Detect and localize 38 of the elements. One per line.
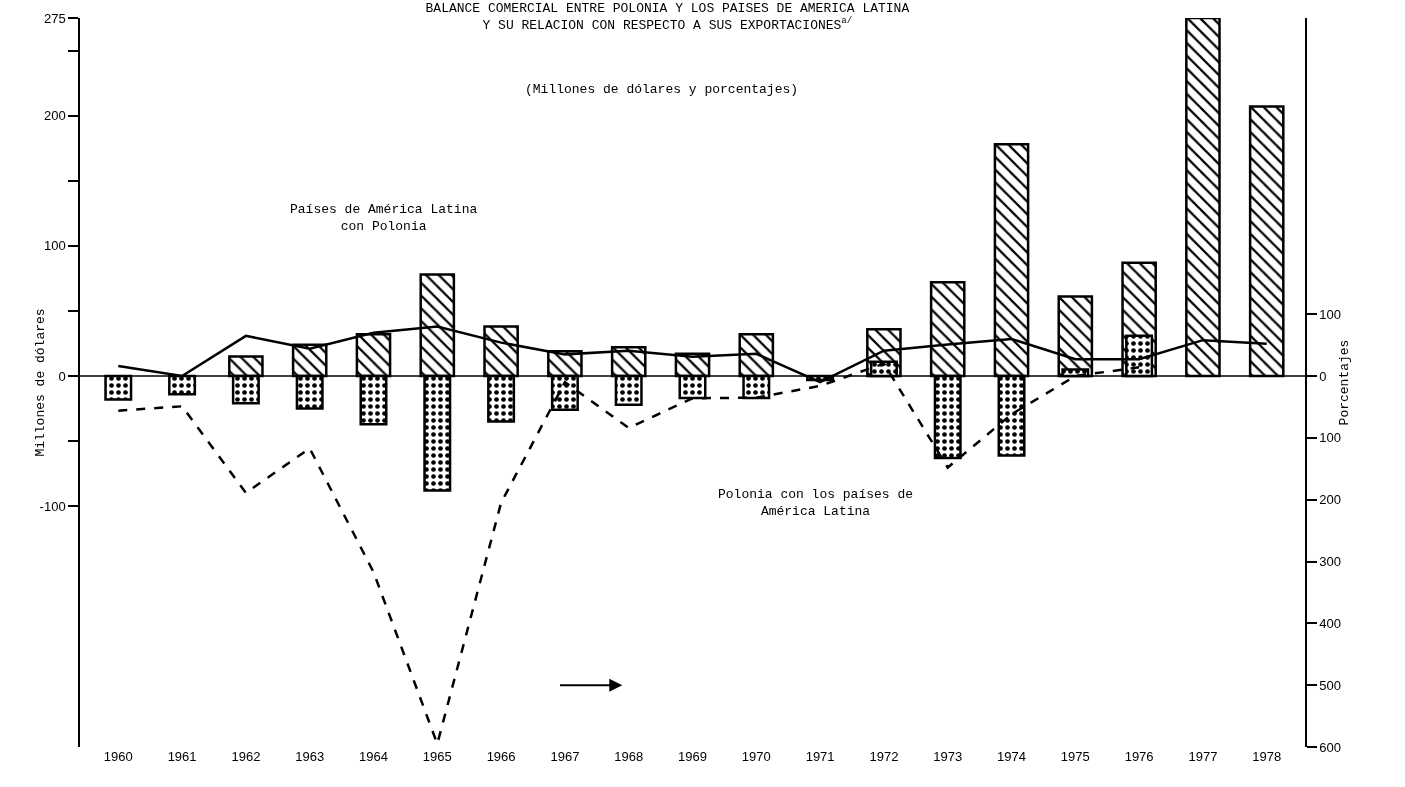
x-tick-label: 1962: [231, 749, 261, 764]
y2-tick-label: 0: [1319, 368, 1327, 384]
y2-tick-label: 400: [1319, 615, 1342, 631]
x-tick-label: 1977: [1188, 749, 1218, 764]
x-tick-label: 1975: [1060, 749, 1090, 764]
x-tick-label: 1974: [997, 749, 1026, 764]
x-tick-label: 1972: [869, 749, 899, 764]
x-tick-label: 1976: [1124, 749, 1154, 764]
annotation: Polonia con los países de América Latina: [718, 487, 914, 519]
y2-tick-label: 200: [1319, 492, 1342, 508]
x-tick-label: 1965: [422, 749, 452, 764]
annotation: Países de América Latina con Polonia: [290, 202, 478, 234]
x-tick-label: 1969: [678, 749, 707, 764]
x-tick-label: 1963: [295, 749, 325, 764]
y2-tick-label: 100: [1319, 430, 1342, 446]
y-tick-label: 200: [43, 108, 66, 124]
y-axis-title: Millones de dólares: [32, 308, 48, 457]
y2-tick-label: 600: [1319, 739, 1342, 755]
y2-tick-label: 500: [1319, 677, 1342, 693]
x-tick-label: 1961: [167, 749, 197, 764]
x-tick-label: 1966: [486, 749, 516, 764]
y2-tick-label: 100: [1319, 306, 1342, 322]
y-tick-label: 275: [43, 10, 66, 26]
x-tick-label: 1967: [550, 749, 580, 764]
x-tick-label: 1973: [933, 749, 963, 764]
y-tick-label: 100: [43, 238, 66, 254]
chart-title: BALANCE COMERCIAL ENTRE POLONIA Y LOS PAISES DE AMERICA LATINA Y SU RELACION CON RESPECTO A SUS EXPORTACIONES$^{a/}$: [425, 0, 910, 33]
x-tick-label: 1960: [103, 749, 133, 764]
y-tick-label: 0: [58, 368, 66, 384]
x-tick-label: 1970: [741, 749, 771, 764]
y-tick-label: -100: [39, 498, 66, 514]
y2-axis-title: Porcentajes: [1337, 339, 1352, 426]
x-tick-label: 1964: [359, 749, 388, 764]
x-tick-label: 1971: [805, 749, 835, 764]
y2-tick-label: 300: [1319, 554, 1342, 570]
text: (Millones de dólares y porcentajes): [525, 82, 799, 97]
x-tick-label: 1978: [1252, 749, 1282, 764]
x-tick-label: 1968: [614, 749, 644, 764]
